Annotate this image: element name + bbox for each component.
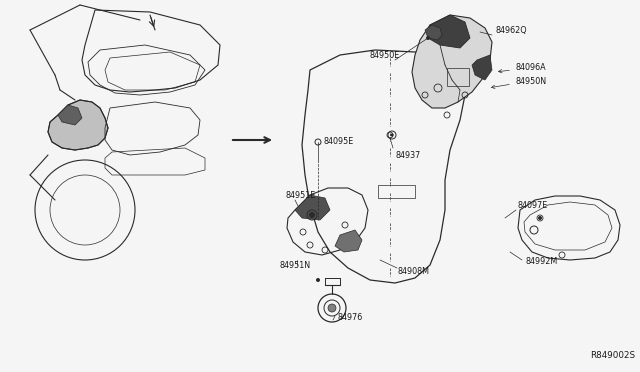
Text: 84951N: 84951N xyxy=(280,260,311,269)
Polygon shape xyxy=(428,15,470,48)
Polygon shape xyxy=(48,100,108,150)
Circle shape xyxy=(426,36,430,40)
Circle shape xyxy=(538,217,541,219)
Text: 84096A: 84096A xyxy=(515,64,546,73)
Text: 84097E: 84097E xyxy=(518,201,548,209)
Text: 84095E: 84095E xyxy=(323,138,353,147)
Polygon shape xyxy=(472,55,492,80)
Polygon shape xyxy=(412,15,492,108)
Circle shape xyxy=(390,134,394,137)
Bar xyxy=(447,68,469,86)
Polygon shape xyxy=(58,105,82,125)
Polygon shape xyxy=(295,195,330,220)
Text: 84962Q: 84962Q xyxy=(495,26,527,35)
Circle shape xyxy=(316,278,320,282)
Text: 84937: 84937 xyxy=(395,151,420,160)
Polygon shape xyxy=(425,25,442,40)
Circle shape xyxy=(310,212,314,218)
Text: 84976: 84976 xyxy=(338,314,364,323)
Text: 84908M: 84908M xyxy=(398,267,430,276)
Text: 84950N: 84950N xyxy=(515,77,546,87)
Text: 84951E: 84951E xyxy=(285,190,316,199)
Text: 84950E: 84950E xyxy=(370,51,400,60)
Polygon shape xyxy=(335,230,362,252)
Text: 84992M: 84992M xyxy=(525,257,557,266)
Circle shape xyxy=(328,304,336,312)
Text: R849002S: R849002S xyxy=(590,350,635,359)
